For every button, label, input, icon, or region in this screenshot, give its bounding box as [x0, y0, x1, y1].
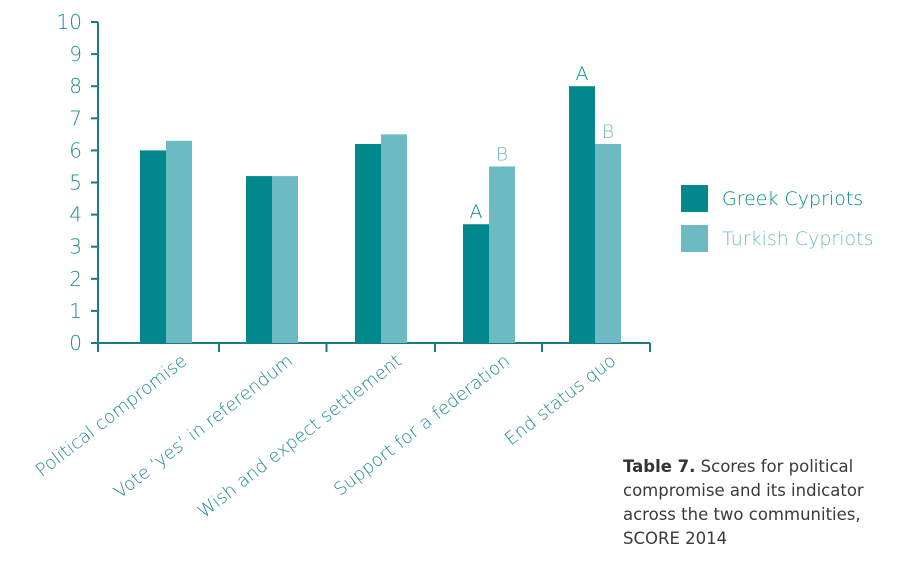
- bar-turkish-1: [272, 176, 298, 343]
- bar-turkish-2: [381, 134, 407, 343]
- bars: [140, 86, 621, 343]
- legend: Greek Cypriots Turkish Cypriots: [681, 185, 873, 252]
- y-tick-label: 4: [69, 203, 82, 227]
- category-label: Vote ‘yes’ in referendum: [110, 350, 297, 503]
- y-tick-label: 8: [69, 74, 82, 98]
- y-tick-label: 5: [69, 171, 82, 195]
- y-tick-label: 3: [69, 235, 82, 259]
- y-tick-label: 7: [69, 106, 82, 130]
- y-tick-label: 6: [69, 138, 82, 162]
- x-axis: [97, 342, 651, 352]
- bar-greek-1: [246, 176, 272, 343]
- bar-greek-2: [355, 143, 381, 343]
- bar-turkish-3: [489, 166, 515, 343]
- y-tick-label: 1: [69, 299, 82, 323]
- bar-turkish-0: [166, 140, 192, 343]
- category-label: Support for a federation: [330, 350, 514, 500]
- caption-text: Scores for political compromise and its …: [623, 457, 864, 548]
- bar-annotation: A: [576, 63, 589, 85]
- y-tick-label: 2: [69, 267, 82, 291]
- bar-annotations: A A B B: [470, 63, 615, 223]
- bar-annotation: B: [496, 143, 508, 165]
- category-label: Wish and expect settlement: [194, 350, 406, 522]
- y-axis: 0 1 2 3 4 5 6 7 8 9 10: [57, 10, 99, 355]
- y-tick-label: 0: [69, 331, 82, 355]
- legend-swatch: [681, 185, 708, 212]
- chart-caption: Table 7. Scores for political compromise…: [623, 455, 895, 551]
- legend-label: Greek Cypriots: [722, 188, 863, 210]
- caption-title: Table 7.: [623, 457, 696, 476]
- legend-swatch: [681, 225, 708, 252]
- bar-annotation: A: [470, 201, 483, 223]
- y-tick-label: 9: [69, 42, 82, 66]
- legend-label: Turkish Cypriots: [722, 228, 873, 250]
- y-tick-label: 10: [57, 10, 82, 34]
- category-label: End status quo: [501, 350, 620, 450]
- bar-greek-0: [140, 150, 166, 343]
- bar-greek-3: [463, 224, 489, 343]
- bar-turkish-4: [595, 143, 621, 343]
- bar-annotation: B: [602, 121, 614, 143]
- bar-greek-4: [569, 86, 595, 343]
